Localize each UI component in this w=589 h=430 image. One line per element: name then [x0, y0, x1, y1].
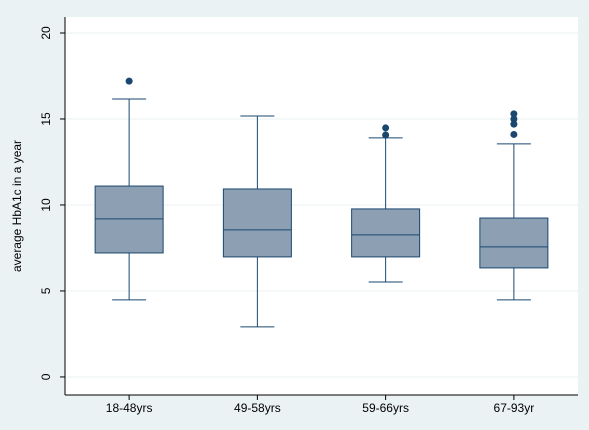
x-tick-label: 67-93yr: [494, 401, 535, 415]
outlier: [510, 120, 518, 128]
outlier: [510, 110, 518, 118]
x-tick-label: 59-66yrs: [362, 401, 409, 415]
outlier: [382, 124, 390, 132]
box: [479, 217, 549, 269]
outlier: [510, 115, 518, 123]
y-tick-label: 5: [39, 287, 53, 294]
outlier: [125, 77, 133, 85]
outlier: [510, 130, 518, 138]
y-axis-label: average HbA1c in a year: [10, 140, 24, 272]
outlier: [382, 131, 390, 139]
x-tick-label: 18-48yrs: [106, 401, 153, 415]
box: [222, 188, 292, 258]
y-tick-label: 10: [39, 198, 53, 212]
box: [94, 185, 164, 254]
y-tick-label: 15: [39, 112, 53, 126]
y-tick-label: 0: [39, 373, 53, 380]
box: [351, 208, 421, 258]
y-tick-label: 20: [39, 26, 53, 40]
x-tick-label: 49-58yrs: [234, 401, 281, 415]
